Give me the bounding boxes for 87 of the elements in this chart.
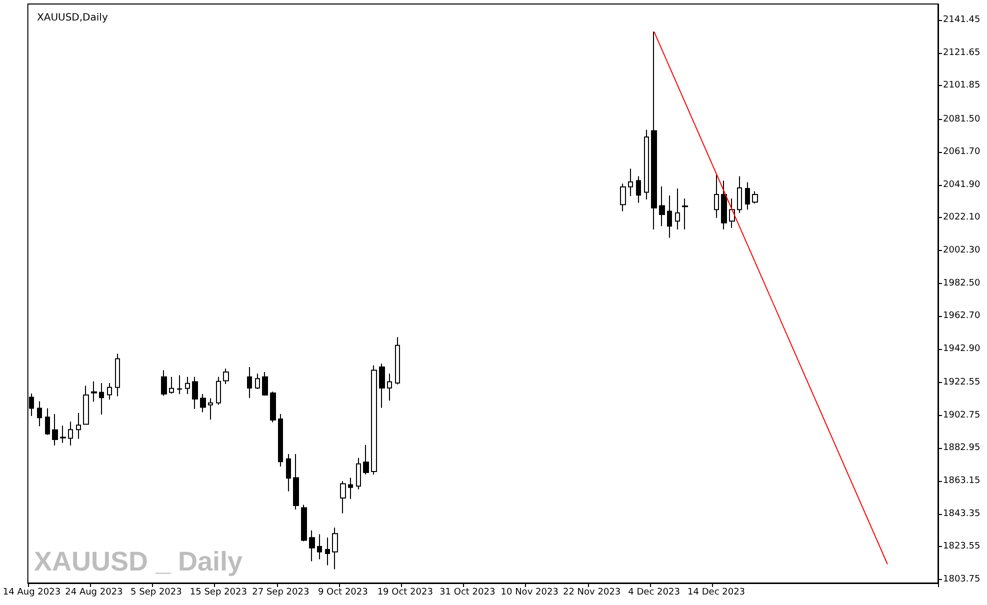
- candlestick: [317, 534, 322, 560]
- x-tick-label: 14 Dec 2023: [688, 588, 746, 598]
- candlestick: [177, 374, 182, 395]
- x-tick-label: 19 Oct 2023: [377, 588, 433, 598]
- candlestick: [636, 176, 641, 204]
- candlestick: [169, 376, 174, 394]
- y-tick-label: 2141.45: [943, 14, 980, 25]
- candlestick: [115, 353, 120, 397]
- candlestick: [286, 453, 291, 492]
- candlestick: [91, 380, 97, 402]
- candlestick: [737, 176, 742, 214]
- y-tick-label: 1843.35: [943, 508, 980, 519]
- x-tick-label: 27 Sep 2023: [252, 588, 310, 598]
- candlestick: [107, 382, 112, 400]
- y-tick-label: 2022.10: [943, 212, 980, 223]
- candlestick: [651, 31, 657, 230]
- candlestick: [371, 364, 377, 476]
- candlestick: [682, 198, 688, 230]
- y-tick-label: 2061.70: [943, 147, 980, 158]
- x-tick-label: 24 Aug 2023: [65, 588, 123, 598]
- annotation: XAUUSD _ Daily: [34, 546, 243, 576]
- candlestick: [379, 363, 385, 408]
- y-tick-label: 1823.55: [943, 542, 980, 552]
- candlestick: [216, 376, 221, 406]
- candlestick: [255, 373, 260, 390]
- candlestick: [52, 414, 58, 446]
- candlestick: [348, 477, 353, 500]
- y-tick-label: 2002.30: [943, 246, 980, 256]
- y-tick-label: 1982.50: [943, 278, 980, 288]
- candlestick: [309, 530, 315, 562]
- candlestick: [620, 183, 626, 212]
- candlestick: [262, 371, 268, 396]
- x-tick-label: 14 Aug 2023: [2, 588, 61, 598]
- candlestick: [752, 190, 758, 204]
- candlestick: [270, 391, 276, 423]
- y-tick-label: 1962.70: [943, 311, 980, 322]
- candlestick: [293, 453, 299, 510]
- candlestick: [83, 385, 89, 425]
- text: XAUUSD,Daily: [37, 12, 108, 24]
- candlestick: [628, 168, 633, 197]
- y-tick-label: 2041.90: [943, 180, 980, 190]
- candlestick: [45, 408, 50, 436]
- x-tick-label: 4 Dec 2023: [628, 588, 680, 598]
- x-tick-label: 5 Sep 2023: [130, 588, 182, 598]
- candlestick: [745, 182, 750, 210]
- candlestick: [68, 421, 73, 446]
- y-tick-label: 1902.75: [943, 410, 980, 420]
- y-tick-label: 1922.55: [943, 378, 980, 388]
- x-tick-label: 15 Sep 2023: [190, 588, 247, 598]
- candlestick: [278, 414, 283, 468]
- candlestick: [37, 400, 42, 427]
- candlestick: [340, 480, 346, 514]
- y-tick-label: 2121.65: [943, 48, 980, 58]
- candlestick: [395, 336, 400, 385]
- y-tick-label: 2081.50: [943, 114, 980, 124]
- candlestick: [76, 412, 81, 440]
- candlestick: [714, 174, 719, 218]
- x-tick-label: 31 Oct 2023: [440, 588, 496, 598]
- candlestick: [363, 444, 369, 475]
- x-tick-label: 9 Oct 2023: [318, 588, 368, 598]
- candlestick: [721, 180, 727, 230]
- candlestick: [200, 393, 206, 413]
- candlestick: [675, 188, 680, 230]
- candlestick: [729, 198, 735, 228]
- x-tick-label: 22 Nov 2023: [563, 588, 621, 598]
- candlestick: [60, 425, 66, 444]
- candlestick: [332, 527, 338, 570]
- candlestick: [192, 376, 198, 410]
- candlestick: [185, 376, 190, 394]
- candlestick: [387, 373, 392, 402]
- candlestick: [301, 504, 307, 542]
- candlestick: [659, 186, 665, 227]
- y-tick-label: 2101.85: [943, 80, 980, 91]
- y-tick-label: 1863.15: [943, 476, 980, 486]
- candlestick: [247, 366, 252, 398]
- candlestick: [99, 382, 104, 416]
- y-tick-label: 1803.75: [943, 574, 980, 584]
- candlestick: [161, 370, 167, 396]
- candlestick: [208, 398, 213, 420]
- candlestick: [223, 368, 229, 385]
- candlestick: [667, 195, 672, 238]
- candlestick: [325, 537, 330, 566]
- x-tick-label: 10 Nov 2023: [500, 588, 558, 598]
- candlestick: [644, 129, 649, 200]
- y-tick-label: 1942.90: [943, 344, 980, 354]
- candlestick: [356, 457, 361, 490]
- y-tick-label: 1882.95: [943, 443, 980, 454]
